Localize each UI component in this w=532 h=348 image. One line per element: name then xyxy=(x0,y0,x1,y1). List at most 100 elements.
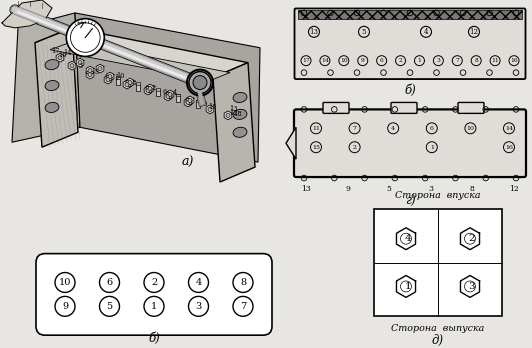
Text: 17: 17 xyxy=(51,47,59,55)
Polygon shape xyxy=(96,64,104,73)
Text: 9: 9 xyxy=(203,101,207,109)
Circle shape xyxy=(125,82,129,87)
Polygon shape xyxy=(86,66,94,75)
Text: 15: 15 xyxy=(208,103,216,111)
Text: 4: 4 xyxy=(391,126,395,131)
Text: 2: 2 xyxy=(152,84,156,92)
Polygon shape xyxy=(224,111,232,120)
Circle shape xyxy=(148,87,152,90)
FancyBboxPatch shape xyxy=(36,254,272,335)
Circle shape xyxy=(193,76,207,89)
Polygon shape xyxy=(76,58,84,67)
Text: 3: 3 xyxy=(79,62,83,70)
Ellipse shape xyxy=(233,109,247,119)
Polygon shape xyxy=(164,92,172,101)
Text: 7: 7 xyxy=(353,126,356,131)
Circle shape xyxy=(188,98,192,102)
Circle shape xyxy=(58,56,62,60)
Bar xyxy=(176,94,180,96)
Polygon shape xyxy=(144,86,152,95)
Text: 1: 1 xyxy=(418,58,421,63)
Circle shape xyxy=(144,296,164,316)
Polygon shape xyxy=(50,42,230,81)
Polygon shape xyxy=(56,53,64,62)
Circle shape xyxy=(226,113,230,117)
Bar xyxy=(196,101,200,109)
Ellipse shape xyxy=(233,127,247,137)
Ellipse shape xyxy=(45,102,59,112)
Circle shape xyxy=(144,272,164,292)
Circle shape xyxy=(208,108,212,111)
Text: 7: 7 xyxy=(78,53,82,61)
Text: 2: 2 xyxy=(398,58,402,63)
Text: 9: 9 xyxy=(62,302,68,311)
Text: а): а) xyxy=(182,156,194,169)
Text: 1: 1 xyxy=(114,73,118,81)
Polygon shape xyxy=(75,13,260,162)
Text: 3: 3 xyxy=(436,58,440,63)
Circle shape xyxy=(233,296,253,316)
Text: 13: 13 xyxy=(301,185,311,193)
Text: 12: 12 xyxy=(229,109,237,117)
Polygon shape xyxy=(286,127,296,159)
Bar xyxy=(374,209,502,316)
Polygon shape xyxy=(146,84,154,93)
Text: 6: 6 xyxy=(430,126,434,131)
Polygon shape xyxy=(126,78,134,87)
FancyBboxPatch shape xyxy=(391,102,417,113)
Text: Сторона  выпуска: Сторона выпуска xyxy=(392,324,485,333)
Text: б): б) xyxy=(148,332,160,345)
Bar xyxy=(298,10,522,19)
Ellipse shape xyxy=(45,60,59,70)
Text: 3: 3 xyxy=(428,185,433,193)
Circle shape xyxy=(146,88,150,93)
Text: 5: 5 xyxy=(106,302,113,311)
Polygon shape xyxy=(206,105,214,114)
Circle shape xyxy=(166,95,170,98)
Circle shape xyxy=(55,296,75,316)
Text: 10: 10 xyxy=(467,126,475,131)
FancyBboxPatch shape xyxy=(323,102,349,113)
Text: 11: 11 xyxy=(491,58,499,63)
Text: 12: 12 xyxy=(509,185,519,193)
Text: Сторона  впуска: Сторона впуска xyxy=(395,191,481,200)
Polygon shape xyxy=(18,16,72,42)
Text: 16: 16 xyxy=(58,51,66,59)
Circle shape xyxy=(189,72,211,94)
Text: 2: 2 xyxy=(469,234,475,243)
Polygon shape xyxy=(123,80,131,89)
Text: 9: 9 xyxy=(361,58,364,63)
Text: 12: 12 xyxy=(470,28,478,36)
Text: 14: 14 xyxy=(64,49,72,57)
Bar xyxy=(116,76,120,79)
Text: 8: 8 xyxy=(470,185,475,193)
Text: 13: 13 xyxy=(229,105,237,113)
Circle shape xyxy=(88,69,92,73)
Polygon shape xyxy=(104,75,112,84)
Text: 4: 4 xyxy=(173,89,177,97)
Text: 8: 8 xyxy=(132,79,136,87)
Polygon shape xyxy=(86,70,94,79)
Bar xyxy=(176,95,180,102)
Polygon shape xyxy=(68,61,76,70)
Text: 4: 4 xyxy=(405,234,411,243)
Polygon shape xyxy=(186,96,194,105)
Polygon shape xyxy=(213,63,255,182)
Text: 2: 2 xyxy=(151,278,157,287)
Polygon shape xyxy=(166,90,174,99)
Text: 10: 10 xyxy=(116,72,124,80)
Bar xyxy=(156,88,160,96)
Circle shape xyxy=(168,93,172,96)
Text: 16: 16 xyxy=(505,145,513,150)
Circle shape xyxy=(99,296,120,316)
Circle shape xyxy=(188,272,209,292)
FancyBboxPatch shape xyxy=(458,102,484,113)
Bar xyxy=(136,82,140,90)
Circle shape xyxy=(66,19,104,56)
Text: 10: 10 xyxy=(340,58,347,63)
FancyBboxPatch shape xyxy=(294,109,526,177)
Polygon shape xyxy=(106,72,114,81)
Circle shape xyxy=(186,101,190,104)
Polygon shape xyxy=(12,13,80,142)
Circle shape xyxy=(233,272,253,292)
